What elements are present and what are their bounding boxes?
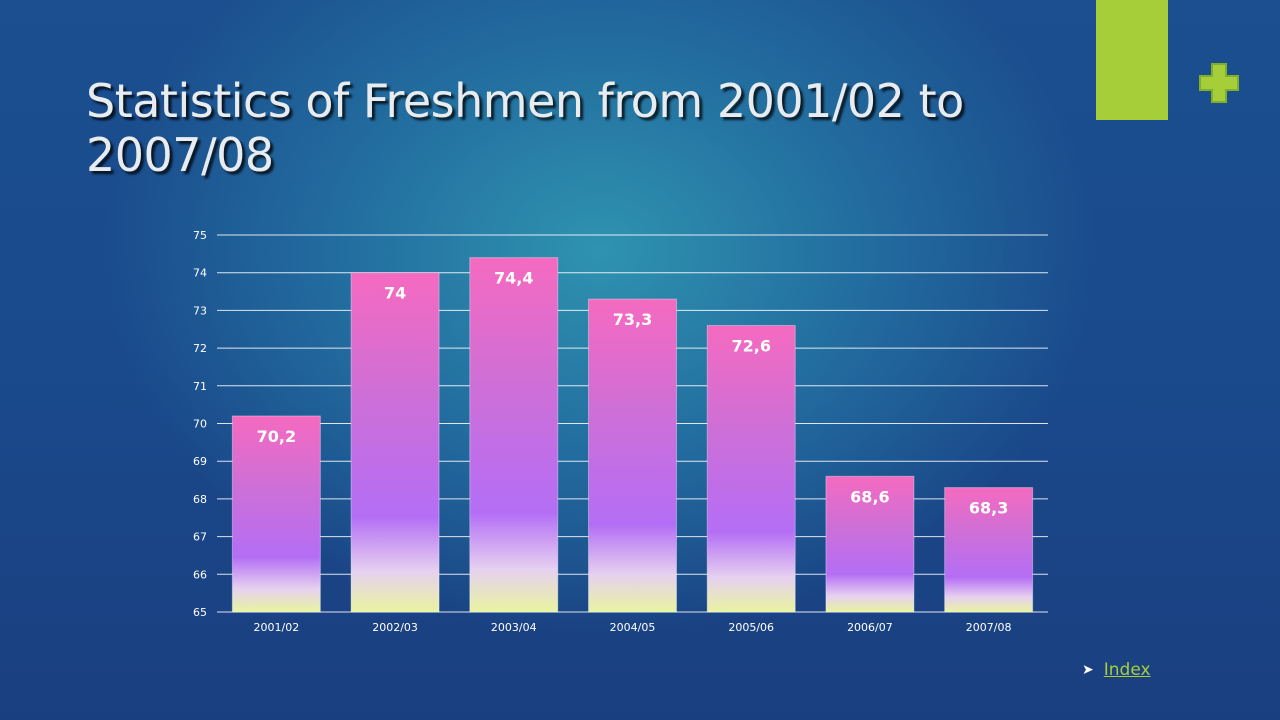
bar-2001-02 xyxy=(231,415,321,613)
y-axis-ticks: 65 66 67 68 69 70 71 72 73 74 75 xyxy=(193,229,207,619)
bar-2005-06 xyxy=(706,324,796,613)
bar-value-label: 70,2 xyxy=(257,427,296,446)
y-tick-label: 75 xyxy=(193,229,207,242)
bar-value-label: 74,4 xyxy=(494,269,533,288)
slide-title: Statistics of Freshmen from 2001/02 to 2… xyxy=(86,74,964,182)
y-tick-label: 74 xyxy=(193,267,207,280)
accent-bar xyxy=(1096,0,1168,120)
y-tick-label: 68 xyxy=(193,493,207,506)
x-axis-ticks: 2001/02 2002/03 2003/04 2004/05 2005/06 2006/… xyxy=(254,621,1012,634)
bar-value-label: 73,3 xyxy=(613,310,652,329)
x-tick-label: 2001/02 xyxy=(254,621,300,634)
bar-value-label: 68,3 xyxy=(969,499,1008,518)
x-tick-label: 2007/08 xyxy=(966,621,1012,634)
y-tick-label: 69 xyxy=(193,455,207,468)
y-tick-label: 71 xyxy=(193,380,207,393)
index-link[interactable]: Index xyxy=(1103,660,1151,680)
data-labels: 70,2 74 74,4 73,3 72,6 68,6 68,3 xyxy=(257,269,1009,518)
x-tick-label: 2002/03 xyxy=(372,621,418,634)
bar-2007-08 xyxy=(944,487,1034,613)
y-tick-label: 65 xyxy=(193,606,207,619)
bar-value-label: 72,6 xyxy=(731,336,770,355)
bar-2002-03 xyxy=(350,272,440,613)
y-tick-label: 67 xyxy=(193,531,207,544)
bar-2003-04 xyxy=(469,257,559,613)
y-tick-label: 73 xyxy=(193,304,207,317)
bar-value-label: 68,6 xyxy=(850,487,889,506)
x-tick-label: 2005/06 xyxy=(728,621,774,634)
plus-cross-icon xyxy=(1199,63,1239,103)
y-tick-label: 70 xyxy=(193,418,207,431)
index-link-row: ➤ Index xyxy=(1082,660,1151,680)
x-tick-label: 2006/07 xyxy=(847,621,893,634)
y-tick-label: 66 xyxy=(193,568,207,581)
bar-2006-07 xyxy=(825,475,915,613)
bar-value-label: 74 xyxy=(384,284,406,303)
bar-2004-05 xyxy=(588,298,677,613)
arrow-bullet-icon: ➤ xyxy=(1082,662,1094,678)
x-tick-label: 2003/04 xyxy=(491,621,537,634)
bars xyxy=(231,257,1034,613)
y-tick-label: 72 xyxy=(193,342,207,355)
x-tick-label: 2004/05 xyxy=(610,621,656,634)
